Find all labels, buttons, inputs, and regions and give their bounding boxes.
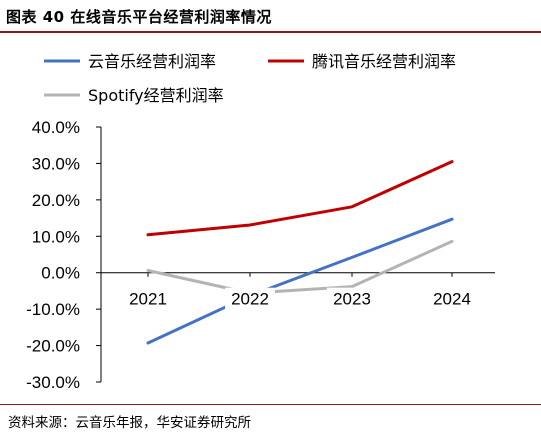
source-rule <box>0 404 541 405</box>
y-tick-label: 0.0% <box>41 264 80 283</box>
x-tick-label: 2024 <box>433 290 471 309</box>
title-underline <box>0 31 541 33</box>
x-tick-label: 2022 <box>231 290 269 309</box>
x-tick-label-bg <box>123 287 173 310</box>
series-line <box>146 160 454 237</box>
legend-label: Spotify经营利润率 <box>88 86 224 105</box>
legend-label: 腾讯音乐经营利润率 <box>312 52 456 71</box>
x-tick-label: 2021 <box>129 290 167 309</box>
y-tick-label: 40.0% <box>32 118 80 137</box>
y-tick-label: -20.0% <box>26 337 80 356</box>
series-lines <box>146 160 454 345</box>
y-tick-label: -30.0% <box>26 373 80 392</box>
legend: 云音乐经营利润率 腾讯音乐经营利润率 Spotify经营利润率 <box>44 52 456 105</box>
y-tick-label: 10.0% <box>32 227 80 246</box>
series-line <box>146 217 454 345</box>
x-tick-label-bg <box>427 287 477 310</box>
y-tick-label: 20.0% <box>32 191 80 210</box>
x-tick-label-bg <box>225 287 275 310</box>
axes: 40.0% 30.0% 20.0% 10.0% 0.0% -10.0% -20.0% -30.… <box>26 118 495 392</box>
x-tick-label: 2023 <box>333 290 371 309</box>
y-tick-label: -10.0% <box>26 300 80 319</box>
figure-title: 图表 40 在线音乐平台经营利润率情况 <box>6 8 272 26</box>
legend-label: 云音乐经营利润率 <box>88 52 216 71</box>
series-line <box>146 239 454 295</box>
source-note: 资料来源：云音乐年报，华安证券研究所 <box>8 415 251 431</box>
x-tick-label-bg <box>327 287 377 310</box>
x-tick-labels: 2021 2022 2023 2024 <box>123 287 477 310</box>
y-tick-label: 30.0% <box>32 154 80 173</box>
